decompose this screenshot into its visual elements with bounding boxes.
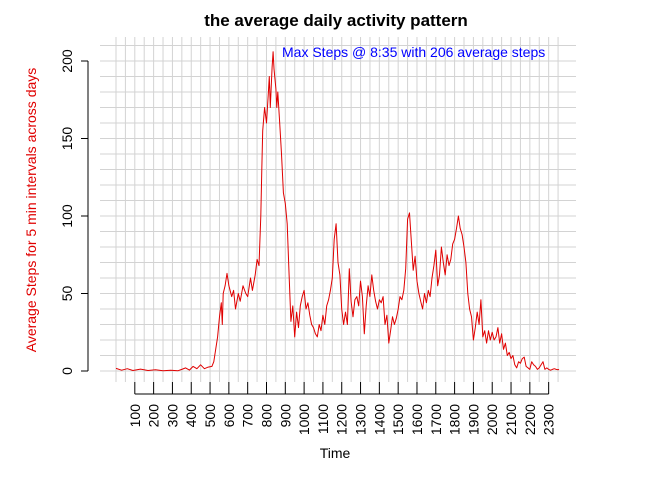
x-tick-label: 2000: [484, 404, 500, 435]
x-tick-label: 700: [240, 404, 256, 428]
x-tick-label: 400: [183, 404, 199, 428]
y-axis-label: Average Steps for 5 min intervals across…: [23, 68, 39, 353]
y-tick-label: 200: [59, 49, 75, 73]
x-tick-label: 1800: [447, 404, 463, 435]
y-tick-label: 50: [59, 286, 75, 302]
series-line-average-steps: [115, 51, 560, 372]
x-tick-label: 1900: [465, 404, 481, 435]
y-tick-label: 100: [59, 204, 75, 228]
chart-annotation: Max Steps @ 8:35 with 206 average steps: [282, 44, 545, 60]
x-tick-label: 900: [277, 404, 293, 428]
x-tick-label: 100: [127, 404, 143, 428]
x-tick-label: 1500: [390, 404, 406, 435]
x-tick-label: 1100: [315, 404, 331, 434]
chart-title: the average daily activity pattern: [204, 11, 468, 30]
x-tick-label: 800: [258, 404, 274, 428]
x-tick-label: 2200: [522, 404, 538, 435]
x-tick-label: 600: [221, 404, 237, 428]
grid: [100, 37, 576, 382]
x-axis-label: Time: [320, 445, 351, 461]
x-tick-label: 1600: [409, 404, 425, 435]
plot-area: [115, 51, 560, 372]
x-tick-label: 1200: [334, 404, 350, 435]
x-tick-label: 300: [164, 404, 180, 428]
x-tick-label: 2100: [503, 404, 519, 435]
x-tick-label: 200: [146, 404, 162, 428]
y-tick-label: 150: [59, 127, 75, 151]
x-tick-label: 1400: [371, 404, 387, 435]
x-tick-label: 1300: [353, 404, 369, 435]
x-tick-label: 1700: [428, 404, 444, 435]
x-tick-label: 500: [202, 404, 218, 428]
y-tick-label: 0: [59, 367, 75, 375]
x-tick-label: 1000: [296, 404, 312, 435]
x-tick-label: 2300: [541, 404, 557, 435]
